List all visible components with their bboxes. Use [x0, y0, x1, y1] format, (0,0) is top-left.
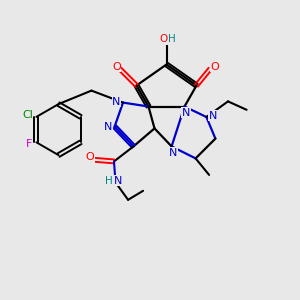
- Text: H: H: [168, 34, 176, 44]
- Text: N: N: [169, 148, 177, 158]
- Text: N: N: [182, 107, 190, 118]
- Text: Cl: Cl: [22, 110, 33, 120]
- Text: O: O: [85, 152, 94, 163]
- Text: F: F: [26, 139, 32, 149]
- Text: H: H: [105, 176, 113, 186]
- Text: N: N: [114, 176, 123, 186]
- Text: N: N: [209, 110, 217, 121]
- Text: N: N: [112, 97, 121, 107]
- Text: N: N: [104, 122, 112, 132]
- Text: O: O: [159, 34, 168, 44]
- Text: O: O: [210, 61, 219, 72]
- Text: O: O: [112, 61, 121, 72]
